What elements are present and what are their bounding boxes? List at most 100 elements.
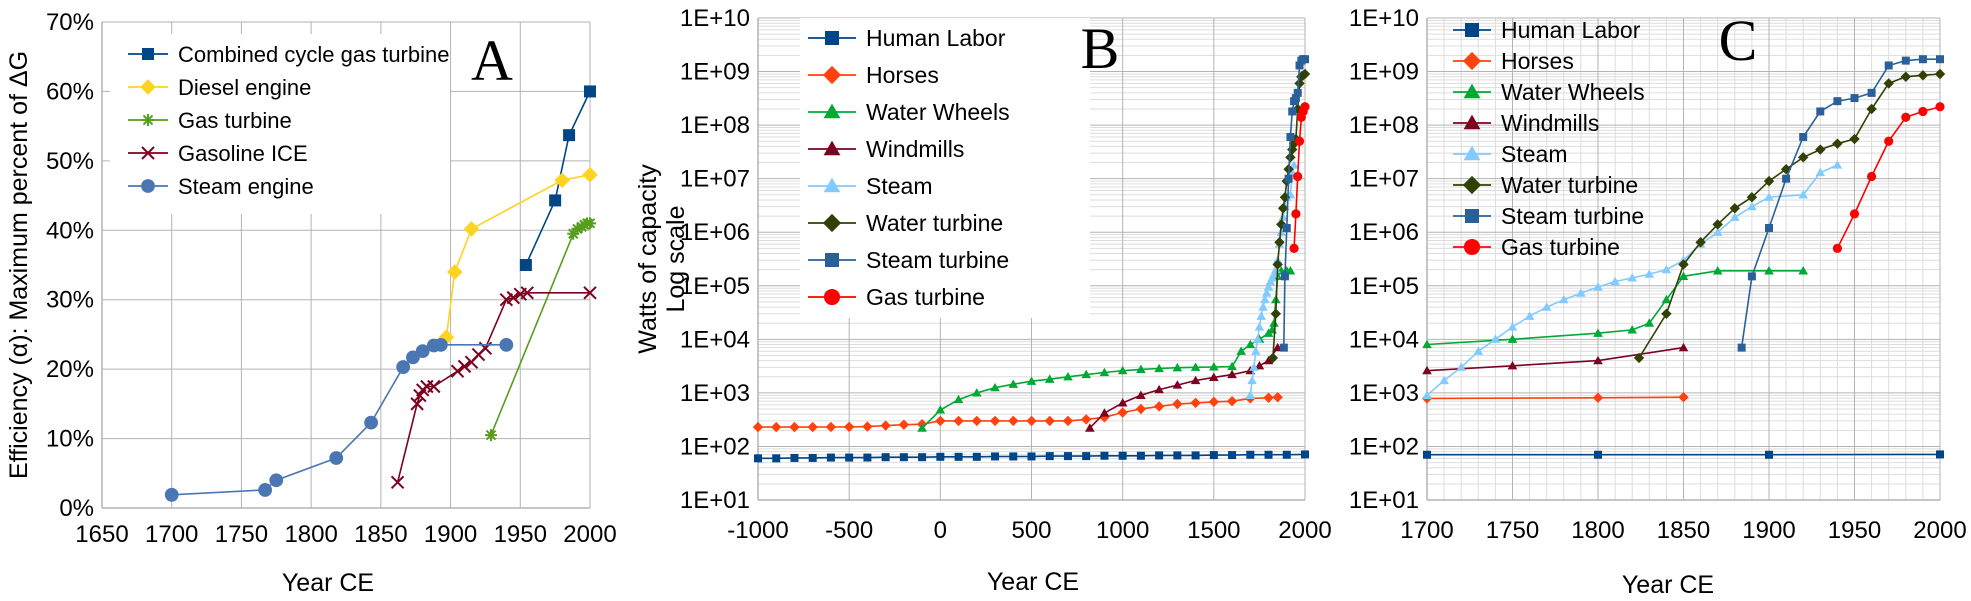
data-point-horses xyxy=(1190,397,1201,409)
legend-item-steam: Steam xyxy=(1453,141,1567,167)
series-line-diesel-engine xyxy=(445,173,591,338)
data-point-gas-turbine xyxy=(1289,243,1299,253)
legend-label: Horses xyxy=(1501,48,1574,74)
data-point-steam-turbine xyxy=(1936,55,1944,64)
data-point-human-labor xyxy=(1136,451,1145,460)
data-point-water-turbine xyxy=(1832,138,1843,149)
data-point-gas-turbine xyxy=(1901,112,1911,122)
data-point-steam-turbine xyxy=(1286,132,1295,141)
data-point-water-turbine xyxy=(1883,78,1894,89)
data-point-water-wheels xyxy=(1269,318,1279,327)
y-tick-label: 20% xyxy=(46,356,94,383)
data-point-human-labor xyxy=(808,453,817,462)
legend-label: Water Wheels xyxy=(1501,79,1645,105)
series-steam-turbine xyxy=(1279,55,1309,352)
legend-swatch-marker xyxy=(822,213,842,233)
data-point-gas-turbine xyxy=(1291,209,1301,219)
y-tick-label: 1E+02 xyxy=(680,433,750,460)
data-point-water-turbine xyxy=(1934,68,1946,80)
data-point-water-wheels xyxy=(1507,334,1518,343)
data-point-gas-turbine xyxy=(1849,209,1860,219)
data-point-steam-turbine xyxy=(1901,56,1910,65)
data-point-steam xyxy=(1490,334,1501,343)
data-point-horses xyxy=(1008,415,1019,427)
y-tick-label: 1E+01 xyxy=(680,487,750,514)
data-point-water-wheels xyxy=(917,423,927,432)
data-point-water-turbine xyxy=(1712,219,1723,230)
y-tick-label: 1E+10 xyxy=(680,5,750,32)
data-point-steam xyxy=(1256,311,1267,320)
data-point-water-turbine xyxy=(1729,203,1740,214)
data-point-human-labor xyxy=(1063,452,1072,461)
data-point-human-labor xyxy=(863,453,872,462)
data-point-water-turbine xyxy=(1299,68,1311,80)
data-point-human-labor xyxy=(972,452,981,461)
data-point-steam-engine xyxy=(396,360,411,374)
series-line-water-wheels xyxy=(1426,269,1804,346)
legend-box xyxy=(110,34,450,214)
data-point-horses xyxy=(880,420,891,431)
data-point-steam-turbine xyxy=(1833,97,1842,106)
data-point-human-labor xyxy=(845,453,854,462)
data-point-steam-turbine xyxy=(1765,223,1773,232)
data-point-horses xyxy=(971,415,982,427)
data-point-human-labor xyxy=(772,454,781,463)
data-point-water-turbine xyxy=(1277,203,1289,214)
x-tick-label: 1900 xyxy=(1742,517,1795,544)
data-point-horses xyxy=(771,421,782,433)
y-tick-label: 0% xyxy=(59,495,94,522)
data-point-human-labor xyxy=(1100,451,1109,460)
data-point-steam xyxy=(1730,212,1740,221)
series-line-combined-cycle-gas-turbine xyxy=(525,91,591,266)
y-tick-label: 10% xyxy=(46,426,94,453)
data-point-horses xyxy=(807,421,818,433)
data-point-water-wheels xyxy=(1678,271,1689,280)
y-tick-label: 1E+10 xyxy=(1349,5,1419,32)
x-tick-label: -1000 xyxy=(727,517,788,544)
series-gas-turbine xyxy=(1832,102,1945,253)
data-point-windmills xyxy=(1678,342,1689,352)
x-tick-label: 1800 xyxy=(1571,517,1624,544)
series-human-labor xyxy=(1423,450,1944,459)
data-point-windmills xyxy=(1254,361,1265,370)
data-point-windmills xyxy=(1422,365,1432,375)
legend-label: Human Labor xyxy=(1501,17,1641,43)
series-steam-engine xyxy=(164,337,514,502)
legend-label: Steam xyxy=(866,173,932,199)
data-point-steam-turbine xyxy=(1747,272,1756,281)
legend-label: Diesel engine xyxy=(178,75,311,100)
data-point-diesel-engine xyxy=(554,172,570,189)
y-tick-label: 40% xyxy=(46,217,94,244)
data-point-steam xyxy=(1644,269,1655,278)
data-point-water-turbine xyxy=(1849,133,1860,145)
legend-item-human-labor: Human Labor xyxy=(1453,17,1641,43)
data-point-steam-engine xyxy=(406,350,420,365)
data-point-human-labor xyxy=(754,454,762,463)
data-point-water-wheels xyxy=(1798,266,1808,275)
data-point-steam-engine xyxy=(269,473,284,488)
legend-swatch-marker xyxy=(1462,51,1482,71)
data-point-windmills xyxy=(1507,361,1518,370)
series-gasoline-ice xyxy=(390,286,597,490)
legend-swatch-marker xyxy=(141,146,155,160)
legend-swatch-marker xyxy=(1462,175,1482,195)
x-tick-label: 1750 xyxy=(215,521,268,548)
data-point-horses xyxy=(1117,407,1128,418)
data-point-gas-turbine xyxy=(571,222,584,235)
x-tick-label: 1700 xyxy=(145,521,198,548)
data-point-steam xyxy=(1269,269,1279,278)
legend-item-gas-turbine: Gas turbine xyxy=(808,284,985,310)
x-tick-label: 1850 xyxy=(1657,517,1710,544)
data-point-steam xyxy=(1249,362,1259,371)
data-point-human-labor xyxy=(826,453,835,462)
legend-swatch-marker xyxy=(142,114,154,126)
data-point-human-labor xyxy=(790,453,799,462)
data-point-gasoline-ice xyxy=(520,286,534,300)
x-axis-title: Year CE xyxy=(282,569,374,597)
data-point-steam-engine xyxy=(164,487,179,502)
legend-label: Steam turbine xyxy=(1501,203,1644,229)
legend-swatch-marker xyxy=(1463,83,1481,99)
data-point-gasoline-ice xyxy=(457,359,472,374)
data-point-water-turbine xyxy=(1695,237,1706,248)
data-point-horses xyxy=(1153,401,1165,412)
